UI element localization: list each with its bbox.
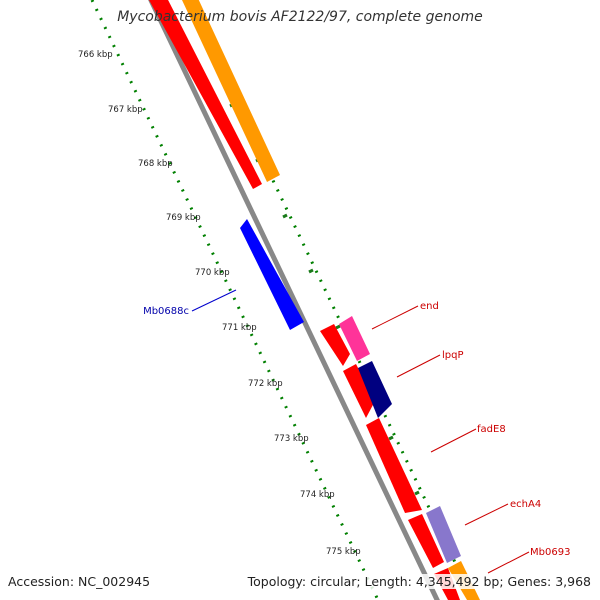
gene-label-echa4[interactable]: echA4 [510,499,541,510]
gene-label-lpqp[interactable]: lpqP [442,350,464,361]
cds-feature-red[interactable] [408,514,444,568]
genome-summary-text: Topology: circular; Length: 4,345,492 bp… [247,574,591,589]
leader-line-fade8 [430,428,477,453]
leader-line-lpqp [396,354,441,378]
ruler-label: 774 kbp [300,490,335,500]
cds-feature-lavender[interactable] [426,506,461,563]
ruler-tick [388,435,394,441]
ruler-label: 767 kbp [108,105,143,115]
left-ruler-track [90,0,380,600]
cds-feature-red[interactable] [149,0,262,189]
leader-line-end [371,305,419,330]
ruler-label: 775 kbp [326,547,361,557]
gene-label-mb0693[interactable]: Mb0693 [530,547,570,558]
ruler-tick [308,268,314,274]
leader-line-echa4 [464,503,509,526]
leader-line-mb0693 [487,551,530,574]
cds-feature-orange[interactable] [182,0,280,182]
genome-backbone [148,0,440,600]
gene-label-end[interactable]: end [420,301,439,312]
gene-labels: Mb0688c end lpqP fadE8 echA4 Mb0693 [143,301,570,558]
ruler-label: 770 kbp [195,268,230,278]
gene-label-mb0688c[interactable]: Mb0688c [143,306,189,317]
ruler-label: 768 kbp [138,159,173,169]
accession-text: Accession: NC_002945 [8,574,151,589]
ruler-label: 771 kbp [222,323,257,333]
leader-line-mb0688c [191,289,237,312]
ruler-tick [282,213,288,219]
cds-feature-red[interactable] [343,364,375,418]
ruler-labels: 766 kbp 767 kbp 768 kbp 769 kbp 770 kbp … [78,50,361,557]
cds-feature-red[interactable] [366,418,422,513]
gene-label-fade8[interactable]: fadE8 [477,424,506,435]
ruler-tick [414,490,420,496]
map-title: Mycobacterium bovis AF2122/97, complete … [117,9,483,25]
ruler-tick [335,324,341,330]
ruler-label: 769 kbp [166,213,201,223]
ruler-label: 773 kbp [274,434,309,444]
cds-feature-blue[interactable] [240,219,304,330]
ruler-label: 772 kbp [248,379,283,389]
cds-feature-navy[interactable] [358,361,392,418]
ruler-label: 766 kbp [78,50,113,60]
cds-feature-magenta[interactable] [339,316,370,361]
cds-feature-red[interactable] [320,324,350,366]
